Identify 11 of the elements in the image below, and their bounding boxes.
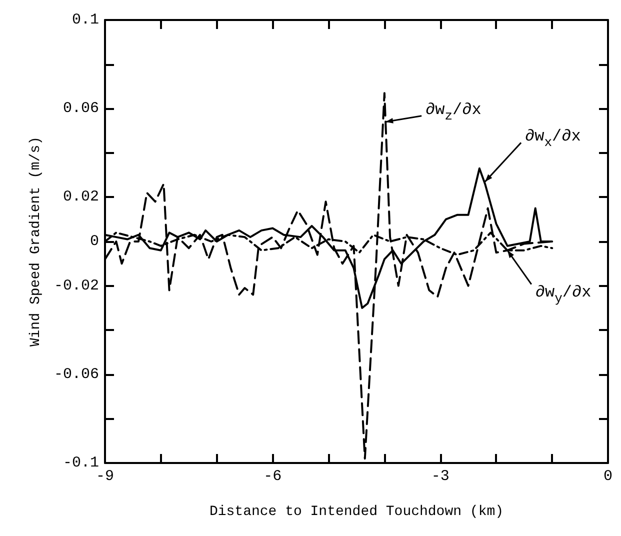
y-tick-label: -0.02 <box>54 277 99 294</box>
y-tick-label: 0.02 <box>62 188 99 206</box>
x-tick-label: 0 <box>603 468 613 485</box>
y-axis-title: Wind Speed Gradient (m/s) <box>28 136 44 347</box>
y-tick-label: -0.06 <box>54 366 99 383</box>
y-tick-label: 0.06 <box>62 100 99 118</box>
x-tick-label: -3 <box>431 468 450 485</box>
x-tick-label: -6 <box>264 468 282 485</box>
y-tick-label: 0.1 <box>72 12 99 28</box>
y-tick-label: 0 <box>90 233 99 250</box>
x-axis-title: Distance to Intended Touchdown (km) <box>209 504 504 520</box>
